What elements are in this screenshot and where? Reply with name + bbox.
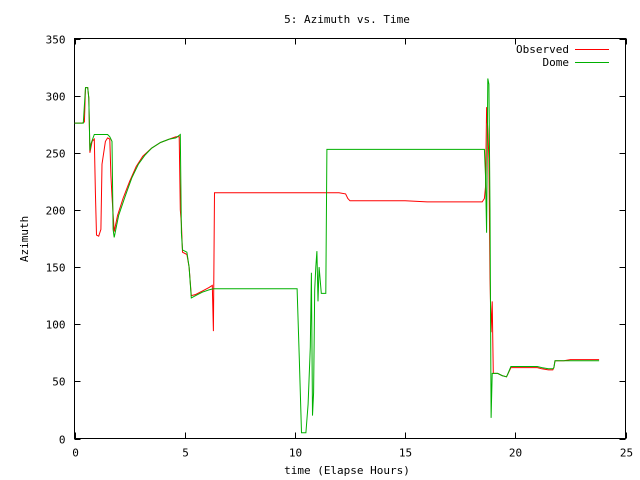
y-tick-label: 350	[46, 34, 66, 47]
x-tick-label: 25	[620, 447, 633, 460]
y-tick-label: 0	[59, 434, 66, 447]
y-tick-label: 100	[46, 319, 66, 332]
x-tick-label: 5	[182, 447, 189, 460]
y-tick-label: 300	[46, 91, 66, 104]
y-tick-label: 200	[46, 205, 66, 218]
x-tick-label: 0	[72, 447, 79, 460]
legend-label-observed: Observed	[516, 43, 569, 56]
y-axis-ticks: 0 50 100 150 200 250 300 350	[46, 34, 626, 447]
series-group	[74, 78, 600, 434]
x-tick-label: 20	[509, 447, 522, 460]
x-tick-label: 10	[289, 447, 302, 460]
x-axis-label: time (Elapse Hours)	[284, 464, 410, 477]
series-line-observed	[74, 87, 600, 378]
legend-label-dome: Dome	[543, 56, 570, 69]
x-tick-label: 15	[399, 447, 412, 460]
series-line-dome	[74, 78, 600, 434]
y-axis-label: Azimuth	[18, 216, 31, 262]
y-tick-label: 250	[46, 148, 66, 161]
chart-title: 5: Azimuth vs. Time	[284, 13, 410, 26]
x-axis-ticks: 0 5 10 15 20 25	[72, 38, 633, 460]
y-tick-label: 50	[52, 376, 65, 389]
plot-frame	[74, 38, 626, 439]
y-tick-label: 150	[46, 262, 66, 275]
